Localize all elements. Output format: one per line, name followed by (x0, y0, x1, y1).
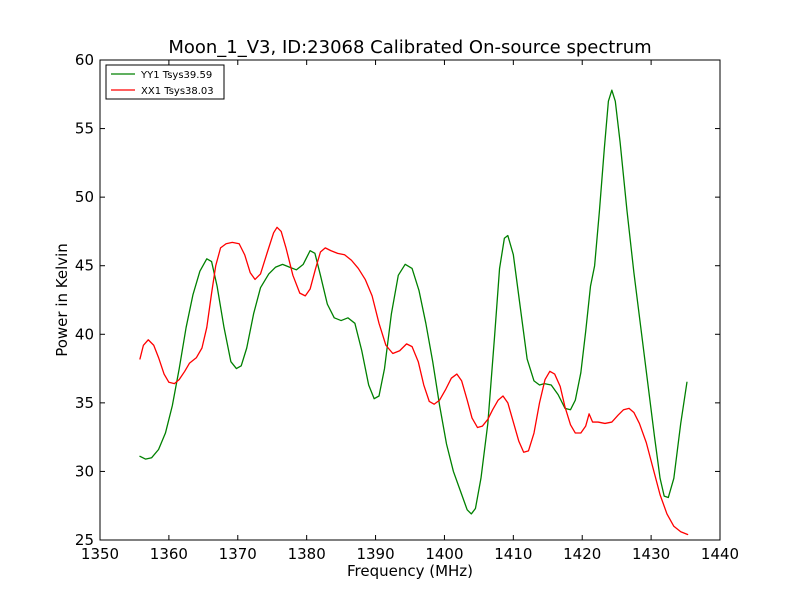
x-tick-label: 1370 (219, 545, 257, 563)
legend: YY1 Tsys39.59 XX1 Tsys38.03 (105, 64, 225, 100)
x-tick-label: 1360 (150, 545, 188, 563)
legend-label-yy1: YY1 Tsys39.59 (140, 70, 212, 81)
y-tick-label: 40 (75, 325, 94, 343)
y-tick-label: 55 (75, 120, 94, 138)
legend-label-xx1: XX1 Tsys38.03 (141, 86, 214, 97)
x-axis-label: Frequency (MHz) (347, 562, 473, 580)
x-tick-label: 1390 (356, 545, 394, 563)
y-tick-label: 35 (75, 394, 94, 412)
y-axis-ticks: 25 30 35 40 45 50 55 60 (75, 51, 720, 549)
x-axis-ticks: 1350 1360 1370 1380 1390 1400 1410 1420 1430 1440 (81, 60, 739, 563)
x-tick-label: 1400 (425, 545, 463, 563)
x-tick-label: 1350 (81, 545, 119, 563)
plot-area (99, 59, 721, 541)
y-tick-label: 60 (75, 51, 94, 69)
chart-title: Moon_1_V3, ID:23068 Calibrated On-source… (168, 37, 651, 58)
series-line-yy1 (139, 89, 688, 515)
x-tick-label: 1430 (632, 545, 670, 563)
series-line-xx1 (139, 226, 689, 536)
x-tick-label: 1420 (563, 545, 601, 563)
y-tick-label: 45 (75, 257, 94, 275)
series-layer (139, 89, 689, 536)
y-tick-label: 25 (75, 531, 94, 549)
plot-frame (99, 59, 721, 541)
x-tick-label: 1380 (288, 545, 326, 563)
x-tick-label: 1440 (701, 545, 739, 563)
legend-box (105, 64, 225, 100)
y-tick-label: 50 (75, 188, 94, 206)
y-axis-label: Power in Kelvin (53, 243, 71, 357)
x-tick-label: 1410 (494, 545, 532, 563)
y-tick-label: 30 (75, 462, 94, 480)
plot-background (100, 60, 720, 540)
